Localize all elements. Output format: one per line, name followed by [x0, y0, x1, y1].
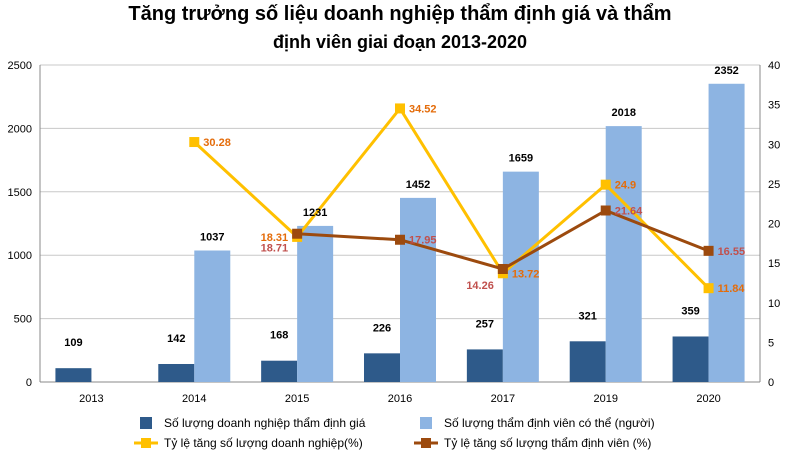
y-left-tick-label: 1000 — [8, 250, 32, 262]
marker-ty-le-doanh-nghiep — [189, 137, 200, 148]
legend-label: Tỷ lệ tăng số lượng thẩm định viên (%) — [444, 436, 651, 450]
bar-tham-dinh-vien — [297, 225, 334, 382]
marker-ty-le-tham-dinh-vien — [497, 263, 508, 274]
bar-doanh-nghiep — [466, 349, 503, 382]
legend-swatch-marker — [421, 438, 431, 448]
bar-tham-dinh-vien — [194, 250, 231, 382]
bar-value-label: 109 — [64, 337, 82, 349]
bar-value-label: 1452 — [406, 179, 430, 191]
legend-swatch-marker — [141, 438, 151, 448]
bar-value-label: 142 — [167, 333, 185, 345]
bar-doanh-nghiep — [364, 353, 400, 382]
bar-doanh-nghiep — [261, 360, 298, 382]
marker-ty-le-doanh-nghiep — [703, 283, 714, 294]
y-right-tick-label: 5 — [768, 337, 774, 349]
y-right-tick-label: 25 — [768, 179, 780, 191]
data-labels: 109 142 1037 168 1231 226 1452 257 1659 321 2018 35… — [64, 65, 745, 349]
bar-value-label: 257 — [476, 318, 494, 330]
y-left-tick-label: 0 — [26, 377, 32, 389]
bar-tham-dinh-vien — [605, 126, 642, 382]
bar-value-label: 359 — [681, 305, 699, 317]
line-value-label: 30.28 — [203, 137, 231, 149]
line-value-label: 13.72 — [512, 268, 540, 280]
x-tick-label: 2015 — [285, 393, 309, 405]
bar-doanh-nghiep — [158, 363, 195, 382]
line-ty-le-doanh-nghiep — [193, 105, 710, 290]
bar-doanh-nghiep — [55, 368, 92, 382]
bar-value-label: 1659 — [509, 153, 533, 165]
x-tick-label: 2016 — [388, 393, 412, 405]
x-tick-label: 2019 — [593, 393, 617, 405]
legend-swatch — [420, 417, 432, 429]
x-tick-label: 2013 — [79, 393, 103, 405]
y-left-tick-label: 1500 — [8, 187, 32, 199]
chart-title-line1: Tăng trưởng số liệu doanh nghiệp thẩm đị… — [128, 3, 671, 25]
x-tick-label: 2014 — [182, 393, 206, 405]
line-value-label: 21.64 — [615, 206, 643, 218]
line-value-label: 18.71 — [261, 243, 289, 255]
bar-value-label: 226 — [373, 322, 391, 334]
y-left-tick-label: 500 — [14, 314, 32, 326]
y-left-tick-label: 2000 — [8, 123, 32, 135]
y-right-tick-label: 35 — [768, 100, 780, 112]
line-value-label: 14.26 — [466, 280, 494, 292]
bar-value-label: 2352 — [714, 65, 738, 77]
chart-title-line2: định viên giai đoạn 2013-2020 — [273, 32, 527, 52]
y-right-tick-label: 40 — [768, 60, 780, 72]
bar-value-label: 1231 — [303, 207, 327, 219]
y-right-tick-label: 0 — [768, 377, 774, 389]
line-value-label: 34.52 — [409, 103, 437, 115]
lines — [189, 103, 714, 294]
legend-label: Số lượng doanh nghiệp thẩm định giá — [164, 416, 366, 430]
line-ty-le-tham-dinh-vien — [297, 208, 710, 271]
marker-ty-le-doanh-nghiep — [600, 179, 611, 190]
bar-tham-dinh-vien — [400, 197, 436, 382]
marker-ty-le-tham-dinh-vien — [395, 234, 405, 245]
bar-value-label: 1037 — [200, 232, 224, 244]
bar-doanh-nghiep — [569, 341, 606, 382]
line-value-label: 18.31 — [261, 232, 289, 244]
y-right-tick-label: 15 — [768, 258, 780, 270]
legend-label: Tỷ lệ tăng số lượng doanh nghiệp(%) — [164, 436, 363, 450]
legend-swatch — [140, 417, 152, 429]
y-right-tick-label: 10 — [768, 298, 780, 310]
marker-ty-le-tham-dinh-vien — [703, 245, 714, 256]
marker-ty-le-tham-dinh-vien — [600, 205, 611, 216]
y-right-tick-label: 30 — [768, 139, 780, 151]
line-value-label: 24.9 — [615, 180, 636, 192]
bar-tham-dinh-vien — [502, 171, 539, 382]
x-tick-label: 2020 — [696, 393, 720, 405]
line-value-label: 11.84 — [718, 283, 746, 295]
bar-value-label: 321 — [579, 310, 597, 322]
y-right-tick-label: 20 — [768, 219, 780, 231]
x-tick-label: 2017 — [491, 393, 515, 405]
marker-ty-le-doanh-nghiep — [395, 103, 405, 114]
bar-tham-dinh-vien — [708, 83, 745, 382]
y-left-tick-label: 2500 — [8, 60, 32, 72]
bar-value-label: 2018 — [611, 107, 635, 119]
legend: Số lượng doanh nghiệp thẩm định giá Số lư… — [134, 416, 655, 450]
legend-label: Số lượng thẩm định viên có thể (người) — [444, 416, 655, 430]
marker-ty-le-tham-dinh-vien — [292, 228, 303, 239]
line-value-label: 16.55 — [718, 246, 746, 258]
line-value-label: 17.95 — [409, 235, 437, 247]
bars — [55, 83, 745, 382]
axes: 0 500 1000 1500 2000 2500 0 5 10 15 20 25 30 35 40 2013… — [8, 60, 781, 405]
bar-doanh-nghiep — [672, 336, 709, 382]
bar-value-label: 168 — [270, 330, 288, 342]
